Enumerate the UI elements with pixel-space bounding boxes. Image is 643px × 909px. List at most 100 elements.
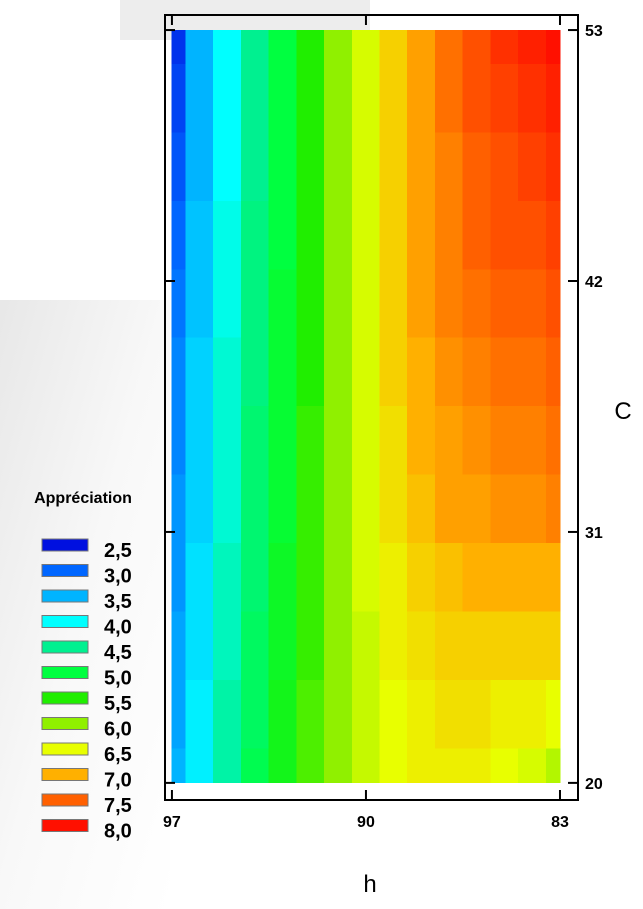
heatmap-cell — [434, 748, 464, 784]
heatmap-cell — [296, 406, 325, 476]
heatmap-cell — [462, 611, 491, 681]
x-axis-label: h — [363, 871, 376, 898]
heatmap-cell — [351, 200, 381, 270]
heatmap-cell — [296, 474, 325, 544]
heatmap-cell — [407, 406, 436, 476]
heatmap-cell — [545, 543, 561, 613]
heatmap-cell — [240, 474, 270, 544]
heatmap-cell — [351, 337, 381, 407]
heatmap-cell — [545, 132, 561, 202]
heatmap-cell — [518, 200, 547, 270]
legend-swatch — [41, 742, 89, 756]
heatmap-cell — [185, 29, 214, 65]
heatmap-cell — [434, 29, 464, 65]
heatmap-cell — [407, 29, 436, 65]
y-tick-label: 31 — [585, 525, 603, 542]
heatmap-cell — [462, 474, 491, 544]
heatmap-cell — [518, 269, 547, 339]
heatmap-cell — [268, 132, 297, 202]
legend-swatch — [41, 564, 89, 577]
legend-label: 5,5 — [104, 693, 132, 715]
heatmap-cell — [351, 611, 381, 681]
legend-swatch — [41, 691, 89, 705]
heatmap-cell — [490, 269, 519, 339]
y-tick-label: 42 — [585, 274, 603, 291]
heatmap-cell — [490, 200, 519, 270]
heatmap-cell — [213, 611, 242, 681]
heatmap-cell — [379, 474, 408, 544]
heatmap-cell — [518, 132, 547, 202]
heatmap-cell — [434, 679, 464, 749]
heatmap-cell — [296, 63, 325, 134]
heatmap-cell — [407, 611, 436, 681]
heatmap-cell — [268, 337, 297, 407]
heatmap-cell — [296, 611, 325, 681]
heatmap-cell — [518, 337, 547, 407]
heatmap-cell — [351, 543, 381, 613]
y-axis-label: C — [614, 398, 631, 425]
heatmap-cell — [240, 543, 270, 613]
heatmap-cell — [379, 543, 408, 613]
heatmap-cell — [434, 63, 464, 134]
heatmap-cell — [518, 474, 547, 544]
heatmap-cell — [268, 406, 297, 476]
legend-swatch — [41, 717, 89, 730]
heatmap-cell — [407, 200, 436, 270]
heatmap-cell — [545, 474, 561, 544]
heatmap-cell — [407, 748, 436, 784]
heatmap-cell — [545, 611, 561, 681]
legend-label: 3,0 — [104, 566, 132, 588]
heatmap-cell — [185, 63, 214, 134]
heatmap-cell — [518, 679, 547, 749]
legend-label: 4,0 — [104, 617, 132, 639]
legend-title: Appréciation — [34, 490, 132, 507]
heatmap-cell — [351, 474, 381, 544]
heatmap-cell — [240, 269, 270, 339]
heatmap-cell — [324, 29, 353, 65]
legend-swatch — [41, 538, 89, 552]
heatmap-cell — [296, 679, 325, 749]
heatmap-cell — [324, 748, 353, 784]
heatmap-cell — [296, 200, 325, 270]
heatmap-cell — [462, 679, 491, 749]
heatmap-cell — [185, 474, 214, 544]
heatmap-cell — [240, 611, 270, 681]
heatmap-cell — [171, 748, 187, 784]
heatmap-cell — [462, 63, 491, 134]
heatmap-cell — [296, 269, 325, 339]
x-tick-label: 83 — [551, 814, 569, 831]
heatmap-cell — [240, 748, 270, 784]
heatmap-cell — [545, 337, 561, 407]
heatmap-cell — [185, 406, 214, 476]
heatmap-cell — [324, 63, 353, 134]
heatmap-cell — [324, 611, 353, 681]
heatmap-cell — [185, 611, 214, 681]
heatmap-cell — [407, 474, 436, 544]
heatmap-cell — [268, 748, 297, 784]
heatmap-cell — [462, 748, 491, 784]
axes: 97 90 83 20 31 42 53 — [163, 15, 603, 831]
heatmap-cell — [490, 337, 519, 407]
legend-label: 6,5 — [104, 744, 132, 766]
heatmap-cell — [213, 63, 242, 134]
y-tick-label: 20 — [585, 776, 603, 793]
heatmap-cell — [379, 132, 408, 202]
heatmap-cell — [240, 679, 270, 749]
heatmap-cell — [545, 748, 561, 784]
heatmap-cell — [434, 611, 464, 681]
heatmap-cell — [462, 543, 491, 613]
heatmap-cell — [434, 406, 464, 476]
legend: 2,5 3,0 3,5 4,0 4,5 5,0 5,5 6,0 6,5 7,0 7,5 8,0 — [41, 538, 132, 843]
heatmap-cell — [268, 543, 297, 613]
heatmap-cell — [379, 679, 408, 749]
heatmap-cell — [268, 63, 297, 134]
heatmap-cell — [240, 200, 270, 270]
heatmap-cell — [185, 337, 214, 407]
heatmap-cell — [434, 474, 464, 544]
heatmap-cell — [324, 337, 353, 407]
heatmap-cell — [240, 132, 270, 202]
heatmap-cell — [490, 679, 519, 749]
heatmap-cell — [379, 337, 408, 407]
heatmap-cell — [407, 679, 436, 749]
